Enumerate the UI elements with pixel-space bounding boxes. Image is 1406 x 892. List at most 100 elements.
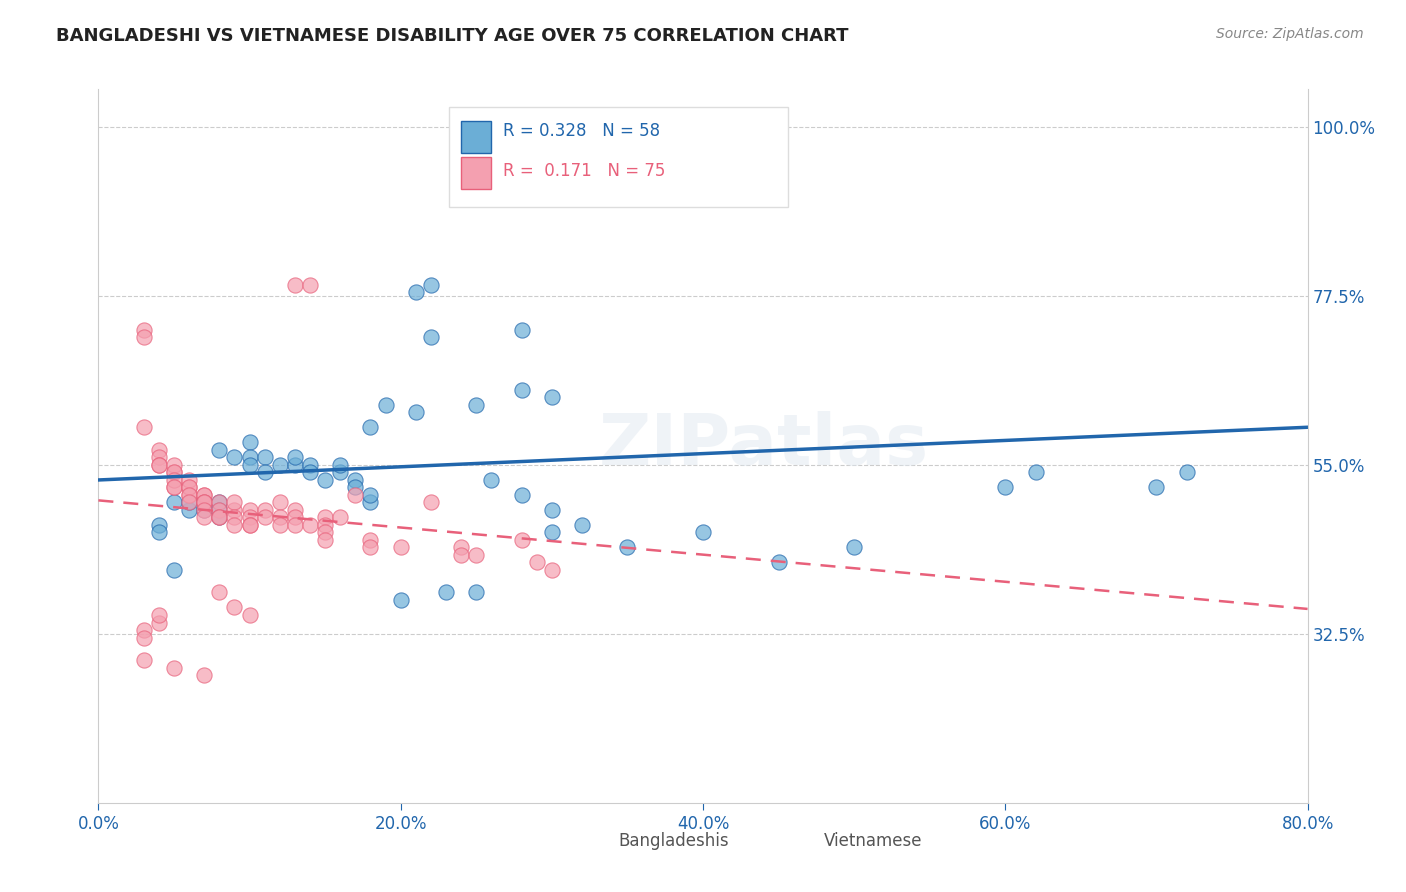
Point <box>163 480 186 494</box>
Point <box>299 465 322 479</box>
Point <box>405 405 427 419</box>
Point <box>420 495 443 509</box>
Point <box>284 510 307 524</box>
Point <box>253 510 276 524</box>
Point <box>193 495 215 509</box>
Point <box>344 473 367 487</box>
Point <box>179 473 201 487</box>
Point <box>163 473 186 487</box>
Point <box>1144 480 1167 494</box>
Text: BANGLADESHI VS VIETNAMESE DISABILITY AGE OVER 75 CORRELATION CHART: BANGLADESHI VS VIETNAMESE DISABILITY AGE… <box>56 27 849 45</box>
Point <box>434 585 457 599</box>
Point <box>148 615 170 630</box>
Point <box>344 480 367 494</box>
Point <box>465 398 488 412</box>
Point <box>193 510 215 524</box>
Point <box>224 503 246 517</box>
Point <box>193 488 215 502</box>
Point <box>239 607 262 622</box>
Text: ZIPatlas: ZIPatlas <box>599 411 928 481</box>
Point <box>208 442 231 457</box>
Point <box>193 495 215 509</box>
Point <box>148 607 170 622</box>
Point <box>405 285 427 299</box>
FancyBboxPatch shape <box>461 157 492 189</box>
Point <box>132 631 155 645</box>
Point <box>163 660 186 674</box>
Point <box>314 533 336 547</box>
Point <box>224 510 246 524</box>
Point <box>253 465 276 479</box>
Point <box>692 525 714 540</box>
Point <box>148 525 170 540</box>
Point <box>692 135 714 149</box>
Point <box>224 450 246 465</box>
Point <box>269 510 291 524</box>
Point <box>132 623 155 637</box>
Point <box>253 503 276 517</box>
Point <box>510 322 533 336</box>
Text: Source: ZipAtlas.com: Source: ZipAtlas.com <box>1216 27 1364 41</box>
Point <box>284 458 307 472</box>
Point <box>148 442 170 457</box>
Point <box>132 653 155 667</box>
Point <box>208 585 231 599</box>
Point <box>148 458 170 472</box>
Point <box>148 517 170 532</box>
Point <box>510 383 533 397</box>
Point <box>208 495 231 509</box>
Point <box>1175 465 1198 479</box>
Point <box>239 458 262 472</box>
Point <box>239 517 262 532</box>
Point <box>284 503 307 517</box>
Point <box>314 473 336 487</box>
Point <box>1024 465 1046 479</box>
Point <box>224 495 246 509</box>
Point <box>360 533 382 547</box>
Point <box>465 548 488 562</box>
Point <box>768 556 790 570</box>
Point <box>269 495 291 509</box>
Point <box>179 480 201 494</box>
Point <box>389 593 412 607</box>
Point <box>661 142 683 156</box>
Point <box>329 510 352 524</box>
Point <box>314 510 336 524</box>
Point <box>540 563 562 577</box>
Point <box>253 450 276 465</box>
Point <box>420 330 443 344</box>
Point <box>284 450 307 465</box>
Point <box>389 541 412 555</box>
Point <box>208 510 231 524</box>
Point <box>374 398 396 412</box>
Point <box>179 503 201 517</box>
Point <box>224 517 246 532</box>
Point <box>193 668 215 682</box>
Point <box>193 488 215 502</box>
Point <box>314 517 336 532</box>
Point <box>284 517 307 532</box>
Point <box>208 495 231 509</box>
Point <box>239 510 262 524</box>
Point <box>163 563 186 577</box>
Point <box>193 495 215 509</box>
Point <box>239 435 262 450</box>
Point <box>360 541 382 555</box>
Point <box>540 390 562 404</box>
Point <box>360 420 382 434</box>
Point <box>208 510 231 524</box>
Point <box>329 458 352 472</box>
Point <box>844 541 866 555</box>
Point <box>163 495 186 509</box>
Point <box>132 322 155 336</box>
Point <box>148 458 170 472</box>
Point <box>163 480 186 494</box>
Point <box>163 465 186 479</box>
Point <box>193 503 215 517</box>
Point <box>193 495 215 509</box>
FancyBboxPatch shape <box>787 828 818 856</box>
Point <box>994 480 1017 494</box>
Point <box>163 458 186 472</box>
FancyBboxPatch shape <box>461 121 492 153</box>
FancyBboxPatch shape <box>582 828 613 856</box>
